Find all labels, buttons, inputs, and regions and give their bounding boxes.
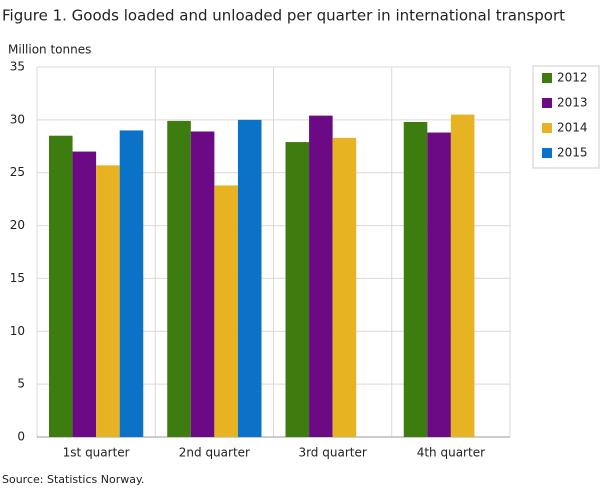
bar xyxy=(96,165,120,438)
bar xyxy=(450,114,475,438)
x-tick-label: 1st quarter xyxy=(63,446,130,460)
x-tick-label: 4th quarter xyxy=(417,446,485,460)
legend-swatch xyxy=(542,148,552,158)
y-axis-label: Million tonnes xyxy=(8,43,91,57)
legend-frame xyxy=(532,65,600,169)
y-tick-label: 15 xyxy=(10,271,25,285)
bar xyxy=(119,130,144,437)
x-tick-label: 3rd quarter xyxy=(298,446,366,460)
bar xyxy=(214,185,238,437)
legend-label: 2013 xyxy=(557,96,588,110)
y-tick-label: 25 xyxy=(10,165,25,179)
bar xyxy=(237,119,262,437)
y-tick-label: 10 xyxy=(10,324,25,338)
bar xyxy=(309,115,333,437)
chart-title: Figure 1. Goods loaded and unloaded per … xyxy=(2,7,565,25)
legend-swatch xyxy=(542,123,552,133)
bar xyxy=(427,132,451,438)
legend-label: 2012 xyxy=(557,71,588,85)
legend-label: 2014 xyxy=(557,121,588,135)
legend-label: 2015 xyxy=(557,146,588,160)
source: Source: Statistics Norway. xyxy=(2,473,144,486)
y-tick-label: 5 xyxy=(17,377,25,391)
bar xyxy=(49,135,73,437)
bar xyxy=(167,120,191,438)
y-tick-label: 0 xyxy=(17,430,25,444)
y-tick-label: 20 xyxy=(10,218,25,232)
legend-swatch xyxy=(542,73,552,83)
bar xyxy=(190,131,215,437)
bar xyxy=(332,137,357,438)
bar xyxy=(72,151,97,438)
x-tick-label: 2nd quarter xyxy=(179,446,250,460)
y-tick-label: 35 xyxy=(10,60,25,74)
bar xyxy=(285,142,310,438)
legend-swatch xyxy=(542,98,552,108)
bar xyxy=(403,121,428,437)
y-tick-label: 30 xyxy=(10,112,25,126)
